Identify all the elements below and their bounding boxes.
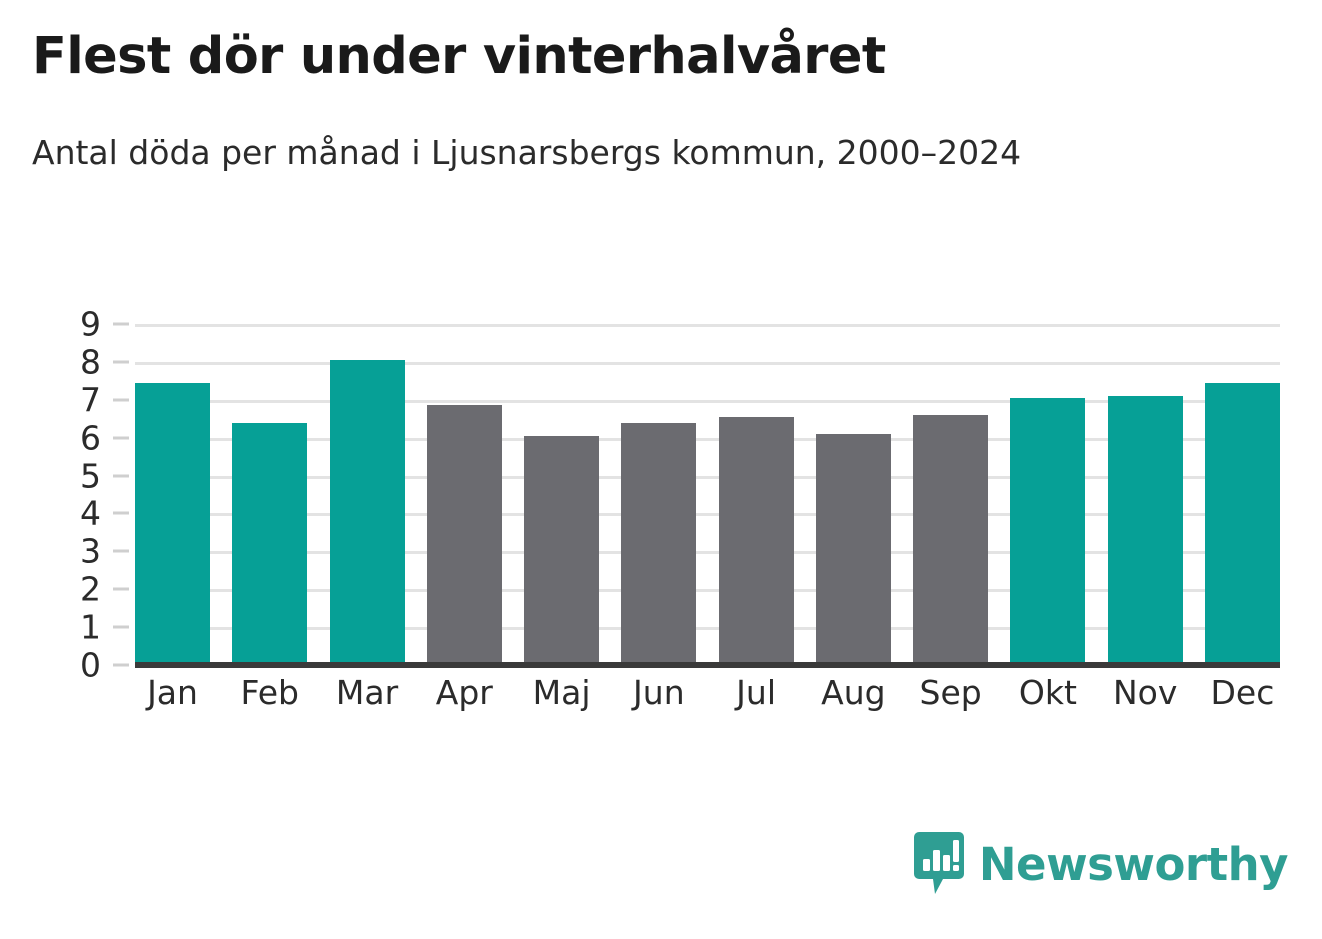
bar-slot-maj[interactable] — [524, 324, 600, 665]
bar-sep[interactable] — [913, 414, 989, 665]
bar-slot-apr[interactable] — [426, 324, 502, 665]
chart-header: Flest dör under vinterhalvåret Antal död… — [32, 27, 1212, 177]
x-axis-tick-label-nov: Nov — [1112, 673, 1178, 712]
x-axis-tick-label-jan: Jan — [147, 673, 198, 712]
y-axis-tick-mark — [113, 360, 129, 364]
x-axis: Jan Feb Mar Apr Maj Jun Jul Aug Sep Okt Nov Dec — [135, 676, 1280, 709]
y-axis-tick-label: 6 — [80, 418, 101, 458]
newsworthy-bar-chart-bubble-icon — [913, 832, 964, 894]
x-axis-tick-label-apr: Apr — [435, 673, 493, 712]
plot-area — [135, 324, 1280, 668]
y-axis-tick-mark — [113, 663, 129, 667]
bar-slot-jun[interactable] — [621, 324, 697, 665]
y-axis-tick-mark — [113, 511, 129, 515]
bar-mar[interactable] — [329, 360, 405, 665]
bar-aug[interactable] — [815, 433, 891, 665]
bar-slot-feb[interactable] — [232, 324, 308, 665]
bar-slot-jan[interactable] — [135, 324, 210, 665]
y-axis-tick-mark — [113, 398, 129, 402]
bar-slot-sep[interactable] — [913, 324, 989, 665]
bar-series — [135, 324, 1280, 665]
x-axis-tick-label-maj: Maj — [532, 673, 591, 712]
bar-slot-aug[interactable] — [815, 324, 891, 665]
bar-slot-dec[interactable] — [1204, 324, 1280, 665]
y-axis-tick-label: 2 — [80, 569, 101, 609]
bar-jan[interactable] — [135, 382, 210, 665]
y-axis-tick-mark — [113, 322, 129, 326]
brand-name: Newsworthy — [978, 837, 1289, 891]
y-axis-tick-mark — [113, 474, 129, 478]
y-axis-tick-label: 1 — [80, 607, 101, 647]
x-axis-line — [135, 662, 1280, 668]
bar-jul[interactable] — [718, 416, 794, 665]
bar-okt[interactable] — [1010, 397, 1086, 665]
bar-apr[interactable] — [426, 405, 502, 665]
x-axis-tick-label-jun: Jun — [633, 673, 685, 712]
x-axis-tick-label-dec: Dec — [1210, 673, 1275, 712]
y-axis-tick-mark — [113, 625, 129, 629]
bar-slot-jul[interactable] — [718, 324, 794, 665]
y-axis-tick-mark — [113, 436, 129, 440]
bar-nov[interactable] — [1107, 396, 1183, 665]
x-axis-tick-label-mar: Mar — [335, 673, 399, 712]
x-axis-tick-label-aug: Aug — [821, 673, 886, 712]
x-axis-tick-label-jul: Jul — [736, 673, 776, 712]
y-axis-tick-label: 9 — [80, 304, 101, 344]
newsworthy-logo: Newsworthy — [913, 831, 1289, 897]
bar-slot-mar[interactable] — [329, 324, 405, 665]
bar-feb[interactable] — [232, 422, 308, 665]
page-title: Flest dör under vinterhalvåret — [32, 27, 886, 86]
y-axis-tick-mark — [113, 549, 129, 553]
y-axis-tick-label: 5 — [80, 456, 101, 496]
bar-jun[interactable] — [621, 422, 697, 665]
x-axis-tick-label-sep: Sep — [919, 673, 982, 712]
bar-slot-okt[interactable] — [1010, 324, 1086, 665]
y-axis-tick-label: 8 — [80, 342, 101, 382]
chart-subtitle: Antal döda per månad i Ljusnarsbergs kom… — [32, 133, 1022, 173]
y-axis-tick-label: 7 — [80, 380, 101, 420]
y-axis-tick-mark — [113, 587, 129, 591]
x-axis-tick-label-okt: Okt — [1018, 673, 1077, 712]
bar-slot-nov[interactable] — [1107, 324, 1183, 665]
bar-maj[interactable] — [524, 435, 600, 665]
y-axis-tick-label: 3 — [80, 531, 101, 571]
x-axis-tick-label-feb: Feb — [240, 673, 299, 712]
y-axis-tick-label: 4 — [80, 493, 101, 533]
y-axis-tick-label: 0 — [80, 645, 101, 685]
bar-dec[interactable] — [1204, 382, 1280, 665]
